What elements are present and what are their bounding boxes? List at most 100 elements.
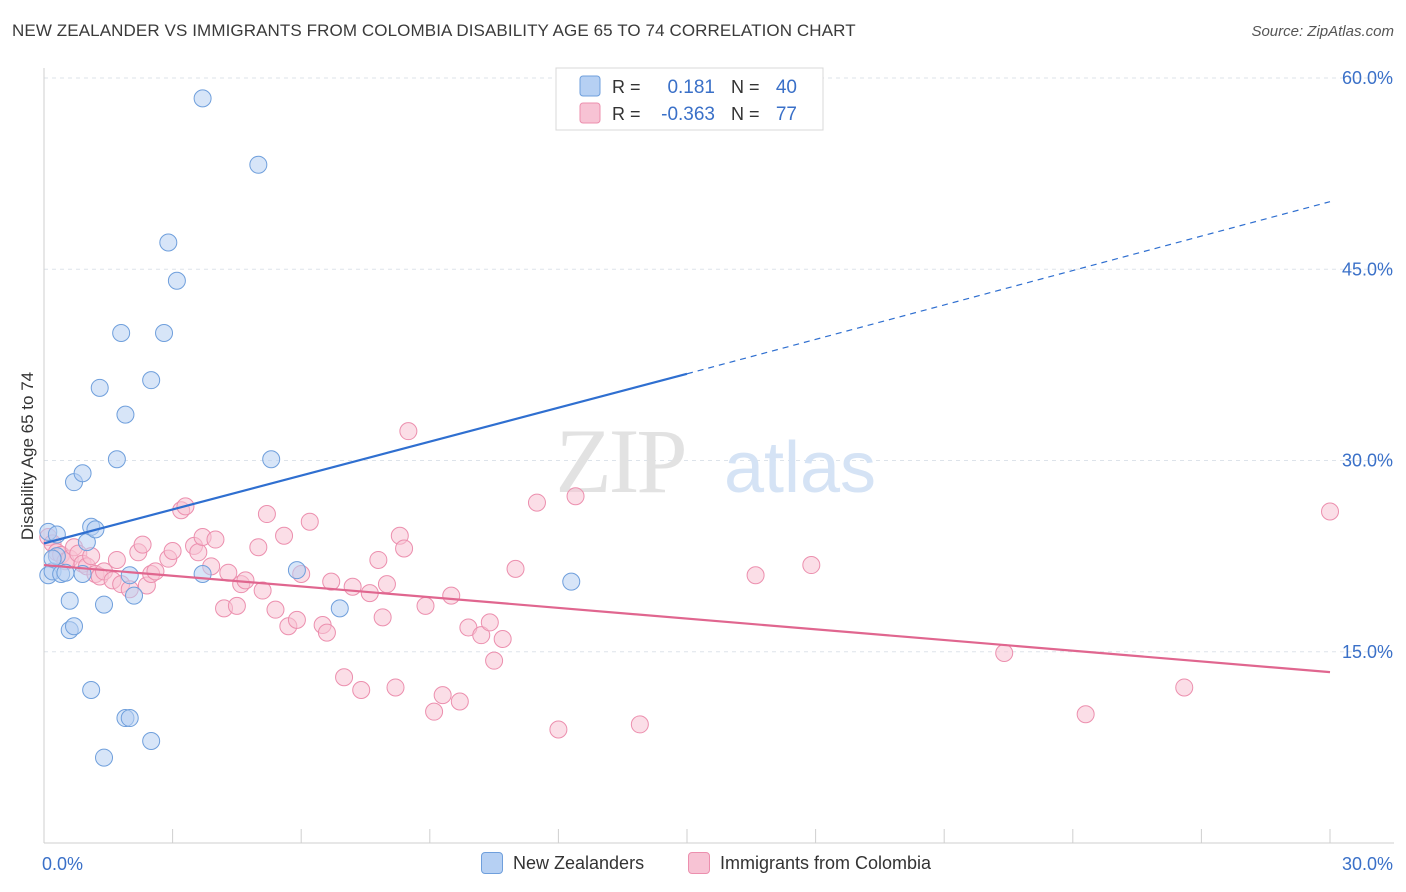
- colombia-point: [206, 530, 225, 549]
- trendline-new-zealanders-extension: [686, 201, 1331, 375]
- colombia-point: [322, 572, 341, 591]
- colombia-point: [343, 577, 362, 596]
- y-axis-label: Disability Age 65 to 74: [18, 372, 37, 540]
- colombia-point: [300, 512, 319, 531]
- new-zealander-point: [43, 549, 62, 568]
- new-zealander-point: [193, 89, 212, 108]
- new-zealander-point: [95, 595, 114, 614]
- y-tick-label: 30.0%: [1342, 451, 1393, 471]
- legend-n-value: 77: [776, 104, 797, 125]
- colombia-point: [189, 543, 208, 562]
- new-zealander-point: [120, 709, 139, 728]
- legend-r-label: R =: [612, 104, 641, 124]
- legend-top: R = 0.181 N = 40 R = -0.363 N = 77: [555, 67, 824, 131]
- new-zealander-point: [287, 561, 306, 580]
- colombia-point: [352, 681, 371, 699]
- legend-swatch-blue: [579, 75, 601, 97]
- colombia-point: [373, 608, 392, 627]
- colombia-point: [257, 505, 276, 524]
- colombia-point: [442, 586, 461, 605]
- colombia-point: [395, 539, 414, 558]
- new-zealander-point: [73, 464, 92, 483]
- watermark: ZIP atlas: [556, 410, 877, 512]
- new-zealander-point: [125, 586, 144, 605]
- colombia-point: [506, 559, 525, 578]
- new-zealander-point: [562, 572, 581, 591]
- new-zealander-point: [167, 271, 186, 290]
- legend-r-value: -0.363: [661, 104, 715, 125]
- colombia-point: [995, 644, 1014, 663]
- colombia-point: [450, 692, 469, 711]
- watermark-atlas: atlas: [724, 428, 876, 508]
- colombia-point: [287, 610, 306, 629]
- new-zealander-point: [155, 324, 174, 342]
- legend-r-label: R =: [612, 77, 641, 97]
- new-zealander-point: [249, 155, 268, 174]
- y-tick-label: 60.0%: [1342, 68, 1393, 88]
- trendline-colombia: [43, 563, 1331, 674]
- axes: [43, 68, 1394, 844]
- new-zealander-point: [65, 617, 84, 636]
- legend-swatch-pink: [579, 102, 601, 124]
- new-zealander-point: [73, 564, 92, 583]
- legend-bottom: New Zealanders Immigrants from Colombia: [0, 852, 1406, 878]
- colombia-point: [249, 538, 268, 557]
- trendlines: [43, 201, 1331, 674]
- legend-item-colombia[interactable]: Immigrants from Colombia: [688, 852, 931, 874]
- colombia-point: [1076, 705, 1095, 724]
- colombia-point: [253, 581, 272, 600]
- new-zealander-point: [116, 405, 135, 424]
- colombia-point: [566, 487, 585, 506]
- colombia-point: [630, 715, 649, 734]
- legend-swatch-pink: [688, 852, 710, 874]
- legend-swatch-blue: [481, 852, 503, 874]
- new-zealander-point: [142, 732, 161, 750]
- colombia-point: [425, 702, 444, 721]
- colombia-point: [472, 626, 491, 645]
- colombia-point: [163, 542, 182, 561]
- new-zealander-point: [60, 591, 79, 610]
- trendline-new-zealanders: [43, 372, 688, 545]
- colombia-point: [133, 535, 152, 554]
- source-label: Source: ZipAtlas.com: [1251, 23, 1394, 40]
- colombia-point: [275, 526, 294, 545]
- new-zealander-point: [262, 450, 281, 469]
- legend-item-new-zealanders[interactable]: New Zealanders: [481, 852, 644, 874]
- colombia-point: [146, 562, 165, 581]
- colombia-point: [802, 556, 821, 575]
- new-zealander-point: [107, 450, 126, 469]
- x-tick-label: 0.0%: [42, 854, 83, 874]
- chart-title: NEW ZEALANDER VS IMMIGRANTS FROM COLOMBI…: [12, 21, 856, 40]
- colombia-point: [433, 686, 452, 705]
- legend-label: Immigrants from Colombia: [720, 852, 932, 873]
- new-zealander-point: [95, 748, 114, 767]
- y-tick-label: 45.0%: [1342, 259, 1393, 279]
- new-zealander-point: [159, 233, 178, 252]
- new-zealander-point: [193, 564, 212, 583]
- colombia-point: [746, 566, 765, 585]
- colombia-point: [399, 422, 418, 441]
- colombia-point: [377, 575, 396, 594]
- colombia-point: [335, 668, 354, 687]
- colombia-point: [386, 678, 405, 697]
- colombia-point: [266, 600, 285, 619]
- new-zealander-point: [82, 681, 101, 699]
- colombia-point: [493, 630, 512, 648]
- legend-n-label: N =: [731, 77, 760, 97]
- new-zealander-point: [330, 599, 349, 618]
- colombia-point: [1321, 502, 1339, 521]
- colombia-point: [317, 623, 336, 642]
- new-zealander-point: [112, 324, 131, 342]
- new-zealander-point: [90, 378, 109, 397]
- legend-n-value: 40: [776, 77, 797, 98]
- colombia-point: [549, 720, 568, 739]
- colombia-point: [227, 596, 246, 615]
- legend-label: New Zealanders: [513, 852, 645, 873]
- colombia-point: [480, 613, 499, 632]
- colombia-point: [416, 596, 435, 615]
- colombia-point: [485, 651, 504, 670]
- y-tick-label: 15.0%: [1342, 642, 1393, 662]
- colombia-point: [369, 550, 388, 569]
- colombia-point: [1175, 678, 1194, 697]
